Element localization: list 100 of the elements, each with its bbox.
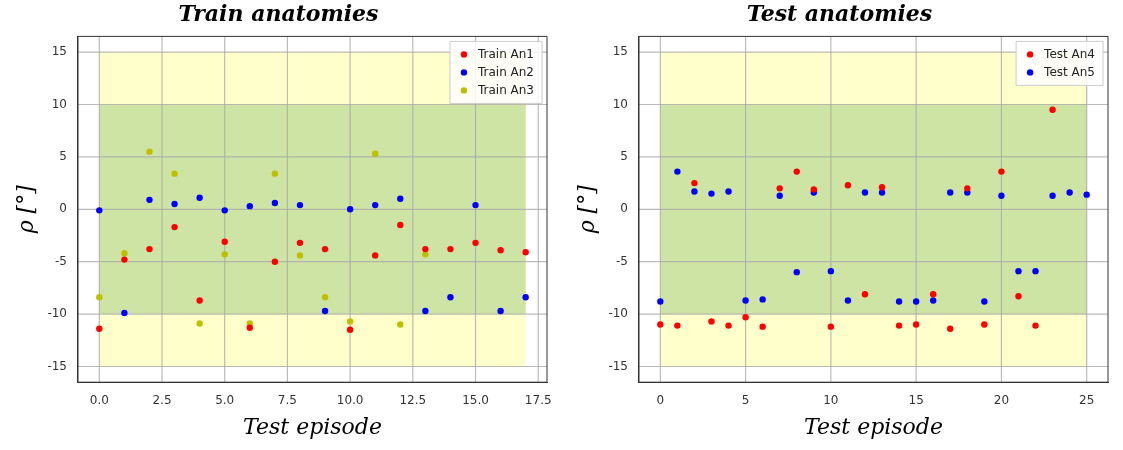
- point: [422, 307, 429, 315]
- point: [912, 321, 920, 328]
- y-tick-label: -15: [47, 358, 67, 373]
- x-axis-title: Test episode: [243, 413, 382, 439]
- point: [522, 294, 529, 301]
- point: [929, 297, 937, 304]
- point: [998, 192, 1005, 199]
- point: [742, 297, 749, 304]
- x-tick-label: 0.0: [89, 392, 109, 407]
- point: [981, 298, 988, 305]
- point: [981, 321, 988, 328]
- point: [674, 168, 681, 175]
- point: [372, 150, 379, 157]
- point: [472, 239, 479, 247]
- point: [221, 251, 228, 258]
- point: [271, 199, 279, 207]
- point: [321, 245, 329, 253]
- x-tick-label: 20: [993, 392, 1010, 407]
- point: [447, 245, 454, 253]
- legend-label: Train An3: [476, 82, 535, 97]
- point: [346, 318, 354, 325]
- point: [725, 188, 732, 195]
- point: [895, 298, 903, 305]
- point: [1032, 267, 1039, 275]
- x-tick-label: 25: [1079, 392, 1095, 407]
- x-tick-label: 15: [908, 392, 924, 407]
- point: [397, 195, 404, 203]
- point: [146, 245, 153, 253]
- y-tick-label: 10: [612, 96, 628, 111]
- point: [397, 321, 404, 328]
- point: [321, 294, 329, 301]
- point: [321, 307, 329, 315]
- y-tick-label: 0: [620, 201, 628, 216]
- point: [96, 207, 103, 214]
- point: [271, 258, 279, 265]
- y-tick-label: 10: [51, 96, 67, 111]
- chart-title: Test anatomies: [746, 0, 933, 26]
- point: [844, 297, 852, 304]
- point: [196, 194, 203, 201]
- point: [725, 322, 732, 329]
- point: [1032, 322, 1039, 329]
- x-tick-label: 5.0: [215, 392, 235, 407]
- x-tick-label: 2.5: [152, 392, 172, 407]
- point: [121, 309, 128, 317]
- point: [691, 188, 698, 195]
- point: [759, 323, 766, 330]
- point: [221, 207, 228, 214]
- point: [171, 200, 178, 208]
- point: [171, 223, 178, 231]
- point: [708, 318, 715, 325]
- legend-label: Train An1: [476, 46, 535, 61]
- point: [1066, 189, 1073, 196]
- y-tick-label: -10: [47, 306, 67, 321]
- x-tick-label: 5: [741, 392, 750, 407]
- point: [397, 221, 404, 229]
- point: [121, 250, 128, 257]
- point: [497, 307, 504, 315]
- point: [221, 238, 228, 245]
- point: [171, 170, 178, 177]
- point: [372, 201, 379, 209]
- point: [947, 189, 954, 196]
- x-tick-label: 10.0: [336, 392, 364, 407]
- point: [861, 189, 869, 196]
- y-axis-title: ρ [°]: [12, 184, 38, 235]
- y-tick-label: -15: [608, 358, 628, 373]
- point: [146, 196, 153, 204]
- point: [1049, 106, 1056, 113]
- point: [776, 185, 783, 192]
- point: [657, 298, 664, 305]
- point: [861, 290, 869, 298]
- point: [271, 170, 279, 177]
- point: [372, 252, 379, 259]
- legend-label: Test An5: [1043, 64, 1096, 79]
- x-tick-label: 10: [823, 392, 839, 407]
- point: [793, 168, 800, 175]
- point: [759, 296, 766, 303]
- point: [895, 322, 903, 329]
- y-tick-label: -5: [616, 253, 628, 268]
- point: [497, 246, 504, 254]
- point: [844, 182, 852, 189]
- y-tick-label: 0: [59, 201, 67, 216]
- point: [1049, 192, 1056, 199]
- point: [196, 297, 203, 304]
- point: [447, 294, 454, 301]
- x-tick-label: 17.5: [524, 392, 552, 407]
- point: [246, 202, 253, 210]
- point: [1083, 191, 1090, 198]
- y-tick-label: -10: [608, 306, 628, 321]
- point: [296, 239, 304, 247]
- point: [246, 324, 253, 331]
- y-tick-label: 5: [59, 149, 67, 164]
- point: [522, 249, 529, 256]
- y-tick-label: -5: [55, 253, 67, 268]
- point: [998, 168, 1005, 175]
- point: [196, 320, 203, 327]
- y-tick-label: 15: [612, 44, 628, 59]
- point: [296, 201, 304, 209]
- point: [1015, 267, 1022, 275]
- point: [912, 298, 920, 305]
- legend-label: Train An2: [476, 64, 535, 79]
